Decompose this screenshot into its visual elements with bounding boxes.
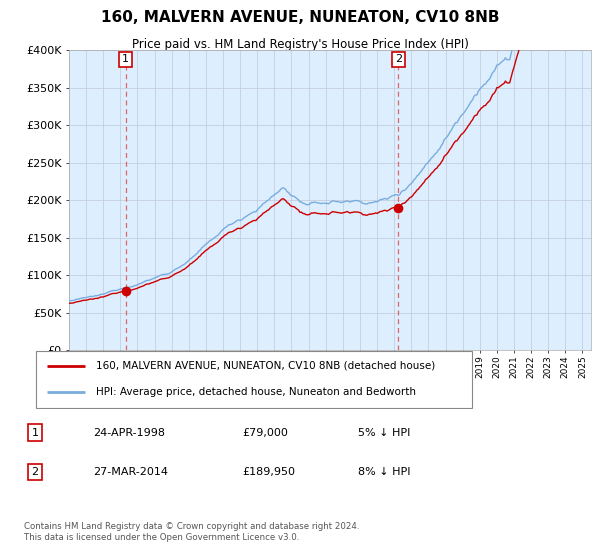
Text: 160, MALVERN AVENUE, NUNEATON, CV10 8NB: 160, MALVERN AVENUE, NUNEATON, CV10 8NB	[101, 10, 499, 25]
Text: 2: 2	[395, 54, 402, 64]
Text: Price paid vs. HM Land Registry's House Price Index (HPI): Price paid vs. HM Land Registry's House …	[131, 38, 469, 51]
Text: 160, MALVERN AVENUE, NUNEATON, CV10 8NB (detached house): 160, MALVERN AVENUE, NUNEATON, CV10 8NB …	[96, 361, 436, 371]
Text: 5% ↓ HPI: 5% ↓ HPI	[358, 428, 410, 437]
Text: Contains HM Land Registry data © Crown copyright and database right 2024.
This d: Contains HM Land Registry data © Crown c…	[23, 521, 359, 543]
Text: 1: 1	[32, 428, 38, 437]
Text: 27-MAR-2014: 27-MAR-2014	[92, 467, 167, 477]
Text: 8% ↓ HPI: 8% ↓ HPI	[358, 467, 410, 477]
Text: £79,000: £79,000	[242, 428, 288, 437]
Text: 24-APR-1998: 24-APR-1998	[92, 428, 164, 437]
Text: HPI: Average price, detached house, Nuneaton and Bedworth: HPI: Average price, detached house, Nune…	[96, 388, 416, 398]
FancyBboxPatch shape	[35, 351, 472, 408]
Text: £189,950: £189,950	[242, 467, 295, 477]
Text: 2: 2	[31, 467, 38, 477]
Text: 1: 1	[122, 54, 129, 64]
